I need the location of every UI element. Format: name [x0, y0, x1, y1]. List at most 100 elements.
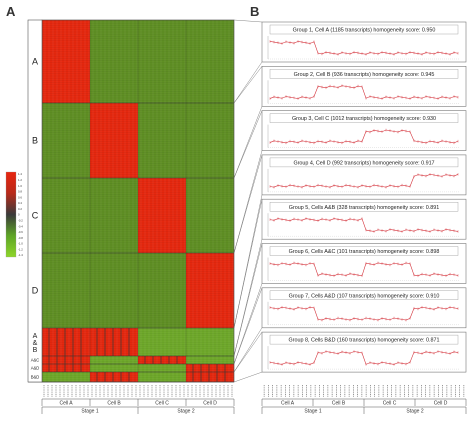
profile-panel: Group 7, Cells A&D (107 transcripts) hom…: [261, 287, 467, 329]
colorbar-tick-label: 0.2: [18, 207, 22, 211]
heatmap-stripe: [224, 372, 226, 382]
panel-b-cell-label: Cell B: [332, 401, 346, 407]
colorbar-tick-label: 1.2: [18, 178, 22, 182]
heatmap-block: [90, 253, 138, 328]
heatmap-stripe: [120, 372, 122, 382]
connector-line: [233, 19, 263, 23]
profile-title: Group 5, Cells A&B (328 transcripts) hom…: [289, 205, 439, 211]
heatmap-block: [90, 103, 138, 178]
heatmap-stripe: [176, 356, 178, 364]
heatmap-block: [186, 20, 234, 103]
heatmap-block: [138, 178, 186, 253]
profile-panel: Group 5, Cells A&B (328 transcripts) hom…: [261, 198, 467, 240]
heatmap-stripe: [160, 356, 162, 364]
heatmap-block: [186, 253, 234, 328]
heatmap-stripe: [72, 356, 74, 364]
heatmap-block: [90, 356, 138, 364]
profile-panel: Group 6, Cells A&C (101 transcripts) hom…: [261, 243, 467, 284]
profile-title: Group 3, Cell C (1012 transcripts) homog…: [292, 116, 436, 122]
profile-line: [269, 351, 459, 365]
panel-b-stage-label: Stage 2: [406, 409, 423, 415]
panel-a-x-axis: Cell A Cell B Cell C Cell D Stage 1 Stage 2: [41, 385, 235, 415]
group-label: A: [33, 333, 38, 340]
colorbar-tick-label: 0.8: [18, 190, 22, 194]
heatmap-stripe: [208, 364, 210, 372]
profile-title: Group 4, Cell D (992 transcripts) homoge…: [293, 161, 434, 167]
heatmap-block: [90, 178, 138, 253]
colorbar-tick-label: 0.4: [18, 201, 22, 205]
connector-line: [233, 199, 263, 329]
heatmap-stripe: [80, 364, 82, 372]
panel-b-stage-label: Stage 1: [304, 409, 321, 415]
heatmap-block: [42, 103, 90, 178]
connector-line: [233, 243, 263, 357]
colorbar-tick-label: 0: [18, 213, 20, 217]
heatmap-stripe: [96, 372, 98, 382]
panel-a-stage-label: Stage 1: [81, 409, 98, 415]
heatmap-block: [138, 372, 186, 382]
heatmap-stripe: [96, 328, 98, 356]
heatmap-stripe: [48, 328, 50, 356]
profile-line: [269, 218, 459, 232]
heatmap-block: [186, 356, 234, 364]
heatmap-stripe: [72, 328, 74, 356]
connector-line: [233, 61, 263, 104]
connector-line: [233, 110, 263, 179]
panel-a-cell-label: Cell C: [155, 401, 169, 407]
profile-panel: Group 3, Cell C (1012 transcripts) homog…: [261, 110, 467, 151]
heatmap-stripe: [56, 364, 58, 372]
profile-line: [269, 129, 459, 144]
heatmap-stripe: [192, 372, 194, 382]
connector-lines: [233, 19, 263, 383]
heatmap-stripe: [192, 364, 194, 372]
group-label: C: [32, 211, 39, 221]
group-label: A&D: [31, 366, 40, 371]
connector-line: [233, 154, 263, 254]
colorbar: 1.4 1.2 1.0 0.80.6 0.4 0.2 0-0.2 -0.4 -0.6 -0.8 -1…: [5, 171, 23, 257]
colorbar-tick-label: -1.2: [18, 247, 23, 251]
profile-title: Group 2, Cell B (936 transcripts) homoge…: [294, 72, 435, 78]
heatmap-block: [90, 20, 138, 103]
heatmap-stripe: [64, 328, 66, 356]
heatmap-block: [90, 364, 138, 372]
profile-panel: Group 8, Cells B&D (160 transcripts) hom…: [261, 331, 467, 373]
colorbar-tick-label: -0.4: [18, 224, 23, 228]
panel-a-stage-label: Stage 2: [177, 409, 194, 415]
heatmap-stripe: [64, 356, 66, 364]
heatmap-stripe: [200, 372, 202, 382]
heatmap-block: [186, 328, 234, 356]
connector-line: [233, 331, 263, 373]
profile-panel: Group 2, Cell B (936 transcripts) homoge…: [261, 66, 467, 107]
group-label: B: [32, 136, 38, 146]
panel-a-letter: A: [6, 4, 16, 19]
colorbar-tick-label: -1.4: [18, 253, 23, 257]
heatmap-stripe: [216, 372, 218, 382]
panel-a-cell-label: Cell A: [59, 401, 73, 407]
connector-line: [233, 283, 263, 365]
heatmap-stripe: [152, 356, 154, 364]
panel-b-cell-label: Cell A: [281, 401, 295, 407]
profile-title: Group 6, Cells A&C (101 transcripts) hom…: [289, 249, 440, 255]
heatmap-stripe: [168, 356, 170, 364]
profile-title: Group 1, Cell A (1185 transcripts) homog…: [293, 28, 436, 34]
heatmap: [28, 19, 235, 383]
heatmap-stripe: [144, 356, 146, 364]
profile-line: [269, 85, 459, 99]
group-label: D: [32, 286, 39, 296]
heatmap-stripe: [112, 328, 114, 356]
panel-b-cell-label: Cell D: [434, 401, 448, 407]
heatmap-block: [42, 372, 90, 382]
colorbar-tick-label: 1.4: [18, 172, 22, 176]
heatmap-stripe: [56, 356, 58, 364]
group-label: B&D: [31, 375, 40, 380]
heatmap-block: [42, 253, 90, 328]
heatmap-stripe: [56, 328, 58, 356]
heatmap-block: [138, 253, 186, 328]
profile-panels: Group 1, Cell A (1185 transcripts) homog…: [261, 21, 467, 373]
panel-a-cell-label: Cell D: [203, 401, 217, 407]
profile-title: Group 8, Cells B&D (160 transcripts) hom…: [288, 338, 439, 344]
heatmap-block: [42, 20, 90, 103]
heatmap-stripe: [64, 364, 66, 372]
profile-line: [269, 262, 459, 277]
